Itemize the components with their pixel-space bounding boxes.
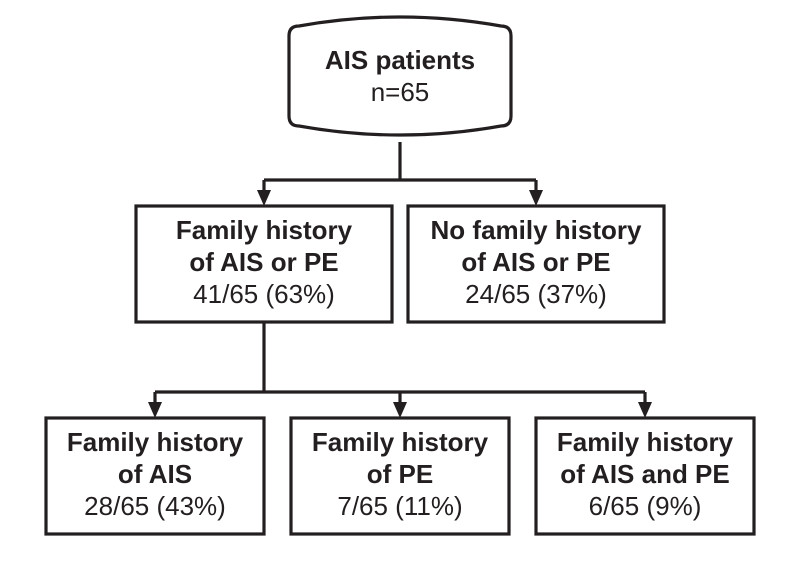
node-fh-no-title-line1: No family history bbox=[431, 215, 642, 245]
level2-group: Family historyof AIS28/65 (43%)Family hi… bbox=[46, 418, 754, 534]
root-value: n=65 bbox=[371, 77, 430, 107]
node-fh-both-value: 6/65 (9%) bbox=[589, 491, 702, 521]
node-fh-pe: Family historyof PE7/65 (11%) bbox=[291, 418, 509, 534]
node-fh-ais-title-line1: Family history bbox=[67, 427, 244, 457]
root-title: AIS patients bbox=[325, 45, 475, 75]
node-fh-no-title-line2: of AIS or PE bbox=[461, 247, 610, 277]
node-fh-ais: Family historyof AIS28/65 (43%) bbox=[46, 418, 264, 534]
node-fh-ais-title-line2: of AIS bbox=[118, 459, 192, 489]
node-fh-pe-title-line2: of PE bbox=[367, 459, 433, 489]
node-fh-pe-title-line1: Family history bbox=[312, 427, 489, 457]
node-root: AIS patients n=65 bbox=[289, 17, 511, 135]
node-fh-yes-title-line1: Family history bbox=[176, 215, 353, 245]
node-fh-pe-value: 7/65 (11%) bbox=[337, 491, 462, 521]
node-fh-ais-value: 28/65 (43%) bbox=[84, 491, 226, 521]
node-fh-both-title-line2: of AIS and PE bbox=[560, 459, 730, 489]
level1-group: Family historyof AIS or PE41/65 (63%)No … bbox=[136, 206, 664, 322]
flowchart-diagram: AIS patients n=65 Family historyof AIS o… bbox=[0, 0, 800, 577]
node-fh-yes-value: 41/65 (63%) bbox=[193, 279, 335, 309]
node-fh-yes-title-line2: of AIS or PE bbox=[189, 247, 338, 277]
node-fh-no: No family historyof AIS or PE24/65 (37%) bbox=[408, 206, 664, 322]
node-fh-no-value: 24/65 (37%) bbox=[465, 279, 607, 309]
node-fh-yes: Family historyof AIS or PE41/65 (63%) bbox=[136, 206, 392, 322]
node-fh-both-title-line1: Family history bbox=[557, 427, 734, 457]
node-fh-both: Family historyof AIS and PE6/65 (9%) bbox=[536, 418, 754, 534]
